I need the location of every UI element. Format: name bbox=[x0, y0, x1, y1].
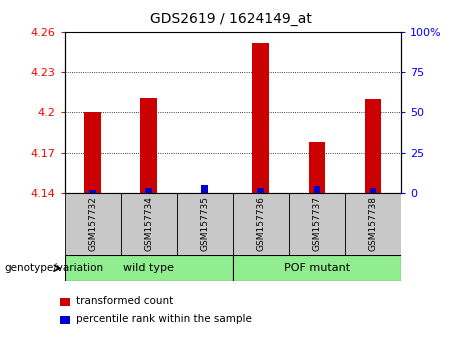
Bar bbox=[313, 187, 320, 193]
Text: GSM157732: GSM157732 bbox=[88, 196, 97, 251]
Bar bbox=[345, 193, 401, 255]
Bar bbox=[65, 193, 121, 255]
Bar bbox=[140, 98, 157, 193]
Text: wild type: wild type bbox=[123, 263, 174, 273]
Bar bbox=[201, 185, 208, 193]
Text: GSM157737: GSM157737 bbox=[313, 196, 321, 251]
Bar bbox=[365, 99, 381, 193]
Text: GSM157735: GSM157735 bbox=[200, 196, 209, 251]
Bar bbox=[370, 188, 376, 193]
Text: GSM157738: GSM157738 bbox=[368, 196, 378, 251]
Text: GSM157736: GSM157736 bbox=[256, 196, 266, 251]
Text: percentile rank within the sample: percentile rank within the sample bbox=[76, 314, 252, 324]
Bar bbox=[84, 113, 101, 193]
Bar bbox=[308, 142, 325, 193]
Bar bbox=[289, 193, 345, 255]
Bar bbox=[233, 255, 401, 281]
Bar bbox=[253, 42, 269, 193]
Bar bbox=[258, 188, 264, 193]
Bar bbox=[145, 188, 152, 193]
Text: GDS2619 / 1624149_at: GDS2619 / 1624149_at bbox=[149, 12, 312, 27]
Bar bbox=[89, 190, 96, 193]
Text: genotype/variation: genotype/variation bbox=[5, 263, 104, 273]
Text: transformed count: transformed count bbox=[76, 296, 173, 306]
Bar bbox=[65, 255, 233, 281]
Text: GSM157734: GSM157734 bbox=[144, 196, 153, 251]
Bar bbox=[177, 193, 233, 255]
Bar bbox=[233, 193, 289, 255]
Bar bbox=[121, 193, 177, 255]
Text: POF mutant: POF mutant bbox=[284, 263, 350, 273]
